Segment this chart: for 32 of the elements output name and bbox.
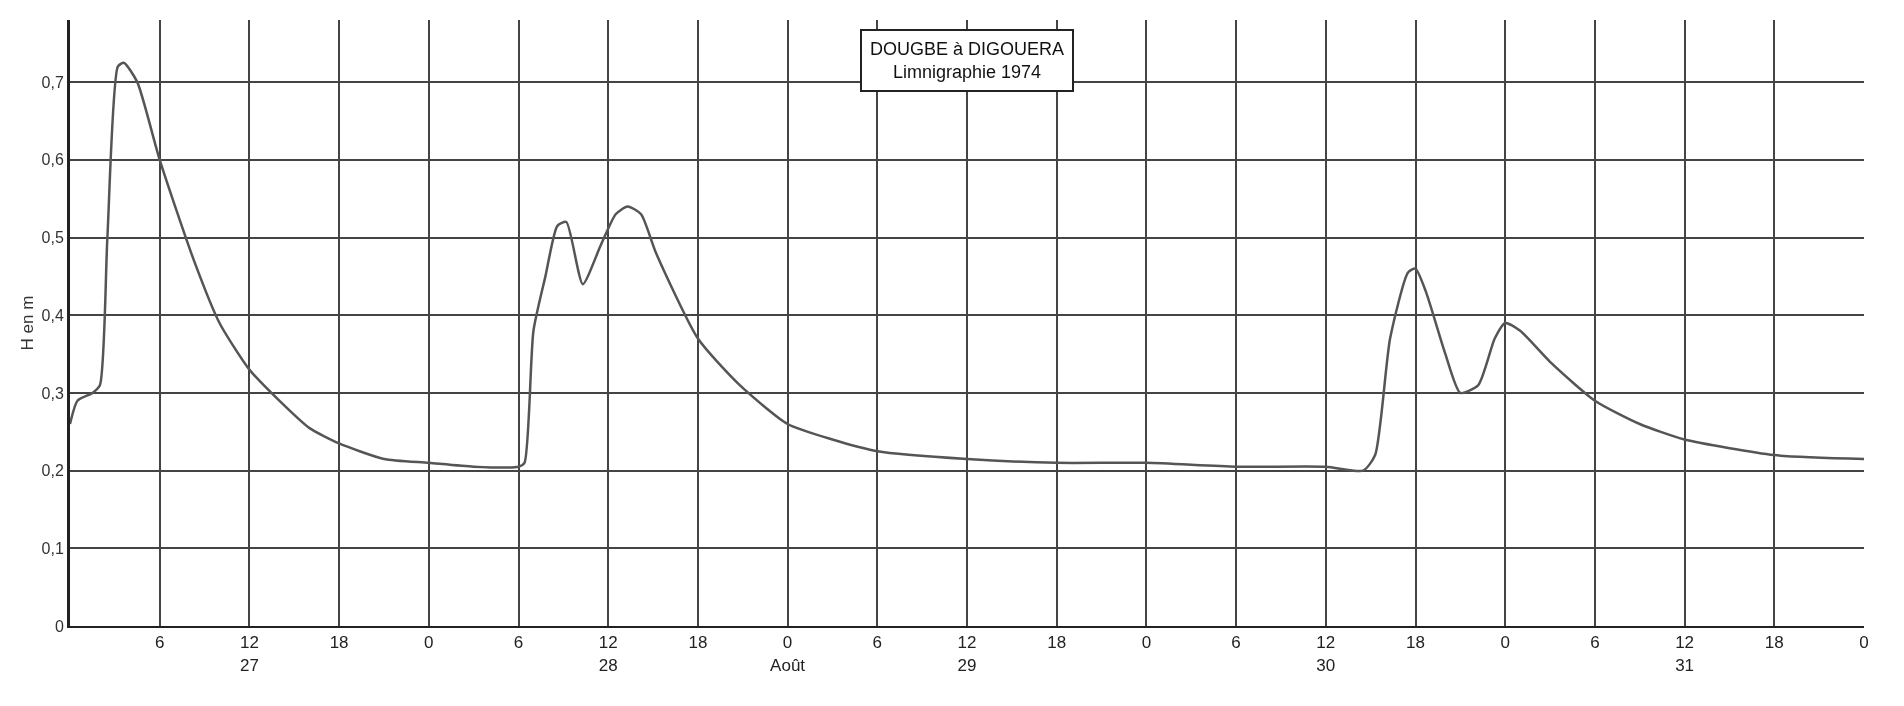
line-series [70, 61, 1864, 472]
y-tick-label: 0,6 [41, 151, 64, 169]
x-tick-label: 0 Août [770, 633, 806, 675]
x-tick-label: 6 [1590, 633, 1600, 653]
y-axis-title: H en m [18, 295, 38, 351]
x-tick-label: 18 [1047, 633, 1067, 653]
x-tick-label: 12 28 [598, 633, 618, 675]
y-tick-label: 0,5 [41, 229, 64, 247]
x-tick-label: 6 [513, 633, 524, 653]
x-tick-label: 0 [1500, 633, 1510, 653]
x-tick-label: 18 [1764, 633, 1784, 653]
x-tick-label: 12 27 [239, 633, 259, 675]
x-tick-label: 18 [688, 633, 708, 653]
x-tick-label: 0 [424, 633, 434, 653]
text: DOUGBE à DIGOUERA [870, 39, 1065, 59]
x-tick-label: 12 30 [1316, 633, 1336, 675]
x-tick-label: 0 [1141, 633, 1152, 653]
x-tick-label: 6 [872, 633, 883, 653]
y-tick-label: 0,4 [41, 306, 64, 324]
text: Limnigraphie 1974 [892, 62, 1042, 83]
x-tick-label: 0 [1859, 633, 1869, 653]
x-tick-label: 6 [154, 633, 165, 653]
x-tick-label: 18 [329, 633, 349, 653]
x-tick-label: 18 [1406, 633, 1425, 653]
x-tick-label: 6 [1231, 633, 1241, 653]
y-tick-label: 0,7 [41, 73, 64, 91]
x-tick-label: 12 29 [957, 633, 977, 675]
x-tick-label: 12 31 [1675, 633, 1695, 675]
y-tick-label: 0,2 [41, 462, 64, 480]
y-tick-label: 0,3 [41, 384, 64, 402]
y-tick-label: 0 [54, 617, 64, 635]
y-tick-label: 0,1 [41, 539, 64, 557]
